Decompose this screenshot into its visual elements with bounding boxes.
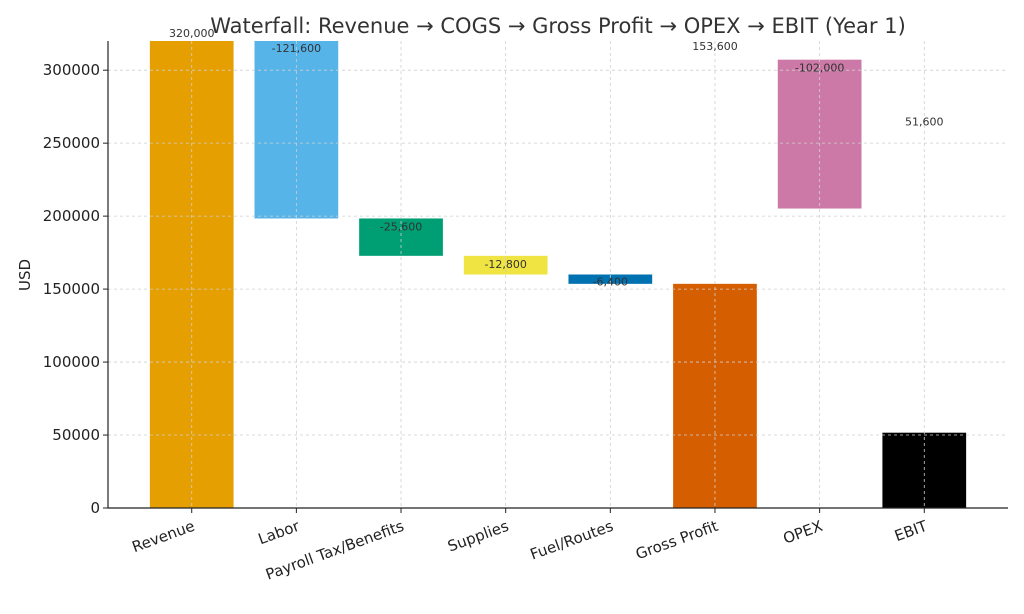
data-label: -102,000 <box>795 62 844 75</box>
y-tick-label: 0 <box>90 499 100 517</box>
y-tick-label: 50000 <box>52 426 100 444</box>
x-tick-label: Gross Profit <box>633 517 720 563</box>
x-tick-label: OPEX <box>781 517 825 548</box>
y-tick-label: 200000 <box>43 207 100 225</box>
bar-fuel-routes <box>568 274 653 284</box>
y-tick-label: 100000 <box>43 353 100 371</box>
y-tick-label: 300000 <box>43 61 100 79</box>
bar-revenue <box>149 41 234 508</box>
x-tick-label: Fuel/Routes <box>528 517 616 564</box>
data-label: -121,600 <box>272 42 321 55</box>
chart-title: Waterfall: Revenue → COGS → Gross Profit… <box>210 14 906 38</box>
x-tick-label: Supplies <box>445 517 511 556</box>
data-label: 320,000 <box>169 27 215 40</box>
data-label: -6,400 <box>593 276 628 289</box>
data-label: 153,600 <box>692 40 738 53</box>
y-tick-label: 150000 <box>43 280 100 298</box>
x-tick-label: Revenue <box>130 517 198 556</box>
y-tick-label: 250000 <box>43 134 100 152</box>
bar-payroll-tax-benefits <box>359 218 443 256</box>
y-axis-label: USD <box>16 259 34 291</box>
data-label: 51,600 <box>905 116 944 129</box>
x-tick-label: Labor <box>256 517 303 549</box>
x-tick-label: EBIT <box>892 517 930 546</box>
data-label: -12,800 <box>484 258 526 271</box>
data-label: -25,600 <box>380 220 422 233</box>
